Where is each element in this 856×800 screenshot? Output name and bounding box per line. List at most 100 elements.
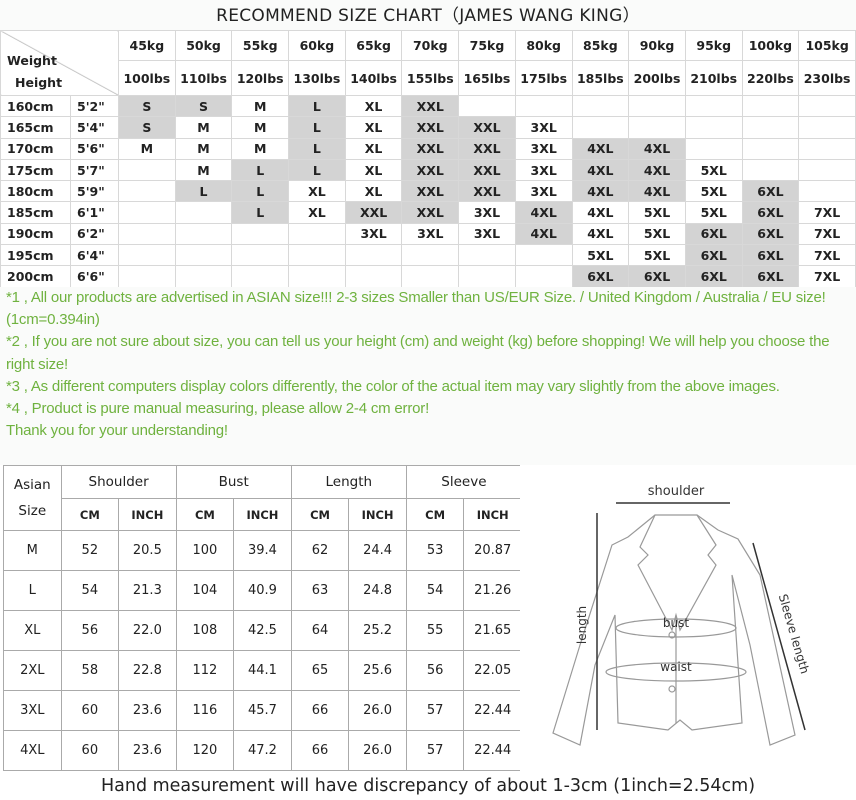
measure-lines xyxy=(596,502,806,731)
measure-value: 54 xyxy=(60,570,120,611)
height-ft: 6'4" xyxy=(70,244,119,267)
size-cell: 3XL xyxy=(458,201,516,224)
size-cell xyxy=(628,94,686,118)
measure-value: 66 xyxy=(290,690,350,731)
measure-value: 23.6 xyxy=(118,730,177,771)
size-cell: XL xyxy=(344,116,403,139)
height-cm: 175cm xyxy=(0,158,71,182)
size-cell: 6XL xyxy=(741,180,800,203)
note-line: *1 , All our products are advertised in … xyxy=(6,289,826,329)
weight-lbs-header: 110lbs xyxy=(174,60,233,96)
size-cell xyxy=(684,116,743,139)
bust-label: bust xyxy=(663,616,689,630)
size-cell xyxy=(514,94,573,118)
size-row: 195cm 6'4" 5XL 5XL 6XL 6XL 7XL xyxy=(0,244,856,267)
size-cell xyxy=(344,244,403,267)
size-cell xyxy=(401,244,460,267)
size-cell xyxy=(741,116,800,139)
size-cell: M xyxy=(174,116,233,139)
size-cell: 5XL xyxy=(684,201,743,224)
measure-value: 24.4 xyxy=(348,530,407,571)
measure-value: 22.44 xyxy=(463,730,522,771)
size-cell: 5XL xyxy=(628,201,686,224)
size-cell: L xyxy=(288,137,346,160)
measure-value: 22.8 xyxy=(118,650,177,691)
size-cell xyxy=(571,116,630,139)
measure-value: 20.5 xyxy=(118,530,177,571)
size-cell xyxy=(798,180,856,203)
size-name: 2XL xyxy=(3,650,62,691)
height-cm: 185cm xyxy=(0,201,71,224)
weight-lbs-header: 185lbs xyxy=(571,60,630,96)
size-cell: XXL xyxy=(458,137,516,160)
height-ft: 5'6" xyxy=(70,137,119,160)
size-cell: 6XL xyxy=(684,244,743,267)
weight-height-corner: Weight Height xyxy=(0,30,119,96)
height-cm: 190cm xyxy=(0,222,71,246)
measure-row: L 54 21.3 104 40.9 63 24.8 54 21.26 xyxy=(3,570,522,611)
size-cell: XXL xyxy=(401,137,460,160)
size-cell xyxy=(118,265,176,288)
weight-lbs-header: 200lbs xyxy=(628,60,686,96)
measure-value: 112 xyxy=(175,650,235,691)
size-cell: 3XL xyxy=(344,222,403,246)
unit-header: CM xyxy=(290,498,350,531)
measure-value: 104 xyxy=(175,570,235,611)
size-cell: S xyxy=(174,94,233,118)
measure-value: 60 xyxy=(60,690,120,731)
size-cell: 7XL xyxy=(798,222,856,246)
weight-kg-header: 95kg xyxy=(684,30,743,61)
size-cell: 4XL xyxy=(571,137,630,160)
measure-group-header: Sleeve xyxy=(405,465,523,499)
weight-lbs-header: 140lbs xyxy=(344,60,403,96)
size-cell: 3XL xyxy=(514,116,573,139)
height-ft: 6'6" xyxy=(70,265,119,288)
height-ft: 5'7" xyxy=(70,158,119,182)
unit-header: INCH xyxy=(463,498,522,531)
weight-lbs-header: 100lbs xyxy=(118,60,176,96)
size-cell: XL xyxy=(344,94,403,118)
size-cell: L xyxy=(231,158,290,182)
measure-value: 47.2 xyxy=(233,730,292,771)
recommend-size-table: Weight Height 45kg 50kg 55kg 60kg 65kg 70kg 75kg… xyxy=(0,30,856,288)
size-cell xyxy=(401,265,460,288)
size-cell xyxy=(174,222,233,246)
size-cell xyxy=(798,94,856,118)
size-name: M xyxy=(3,530,62,571)
size-cell: XXL xyxy=(401,116,460,139)
height-cm: 180cm xyxy=(0,180,71,203)
height-ft: 5'4" xyxy=(70,116,119,139)
weight-lbs-header: 220lbs xyxy=(741,60,800,96)
size-cell: 4XL xyxy=(628,180,686,203)
weight-kg-header: 70kg xyxy=(401,30,460,61)
weight-kg-header: 75kg xyxy=(458,30,516,61)
size-cell: 3XL xyxy=(401,222,460,246)
note-line: *3 , As different computers display colo… xyxy=(6,377,780,395)
measure-value: 54 xyxy=(405,570,465,611)
measure-value: 40.9 xyxy=(233,570,292,611)
weight-lbs-row: 100lbs 110lbs 120lbs 130lbs 140lbs 155lbs 165l… xyxy=(1,60,856,96)
size-cell: 5XL xyxy=(684,180,743,203)
size-cell: 6XL xyxy=(628,265,686,288)
measure-value: 26.0 xyxy=(348,690,407,731)
height-cm: 195cm xyxy=(0,244,71,267)
measure-group-header: Shoulder xyxy=(60,465,177,499)
size-cell xyxy=(741,94,800,118)
size-cell: XXL xyxy=(344,201,403,224)
size-cell xyxy=(458,265,516,288)
weight-kg-header: 80kg xyxy=(514,30,573,61)
weight-lbs-header: 175lbs xyxy=(514,60,573,96)
size-cell: 5XL xyxy=(571,244,630,267)
size-cell xyxy=(231,265,290,288)
size-cell xyxy=(571,94,630,118)
measure-value: 26.0 xyxy=(348,730,407,771)
measure-group-header: Bust xyxy=(175,465,292,499)
measure-value: 45.7 xyxy=(233,690,292,731)
size-name: L xyxy=(3,570,62,611)
size-cell: S xyxy=(118,94,176,118)
measure-value: 42.5 xyxy=(233,610,292,651)
size-cell: 7XL xyxy=(798,244,856,267)
asian-size-header: Asian Size xyxy=(3,465,62,531)
measure-row: XL 56 22.0 108 42.5 64 25.2 55 21.65 xyxy=(3,610,522,651)
size-row: 165cm 5'4" S M M L XL XXL XXL 3XL xyxy=(0,116,856,139)
